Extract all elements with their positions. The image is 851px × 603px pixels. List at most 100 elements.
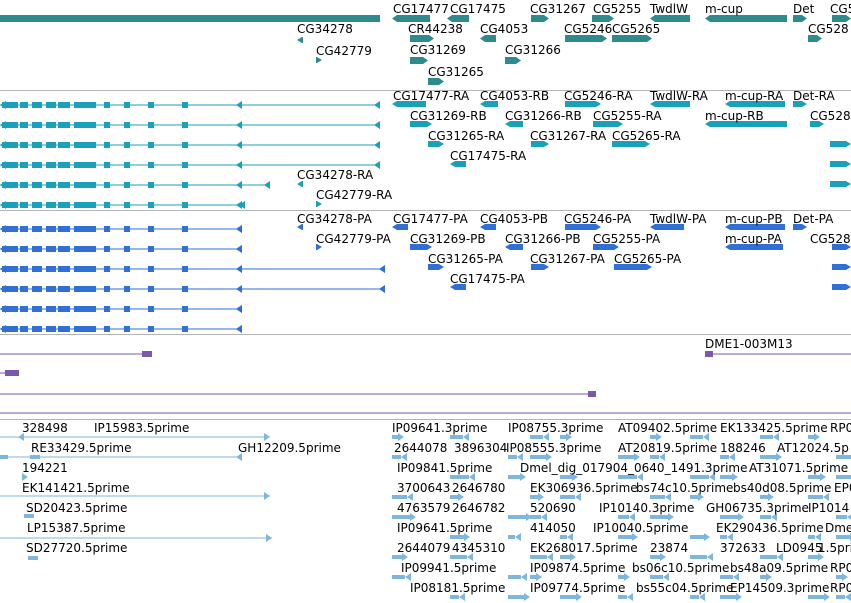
protein-label[interactable]: CG31269-PB — [410, 232, 486, 246]
est-glyph[interactable] — [560, 535, 567, 539]
protein-label[interactable]: m-cup-PB — [725, 212, 783, 226]
gene-glyph[interactable] — [793, 15, 807, 22]
transcript-glyph[interactable] — [0, 201, 6, 209]
est-glyph[interactable] — [392, 495, 407, 499]
est-glyph[interactable] — [776, 453, 782, 461]
est-label[interactable]: 520690 — [530, 501, 576, 515]
transcript-glyph[interactable] — [32, 182, 42, 188]
protein-glyph[interactable] — [182, 246, 188, 252]
est-glyph[interactable] — [464, 533, 470, 541]
gene-label[interactable]: CG31269 — [410, 43, 466, 57]
est-label[interactable]: IP09874.5prime — [530, 561, 626, 575]
transcript-glyph[interactable] — [104, 102, 110, 108]
transcript-glyph[interactable] — [374, 121, 380, 129]
transcript-glyph[interactable] — [74, 122, 96, 128]
est-glyph[interactable] — [732, 473, 738, 481]
est-glyph[interactable] — [815, 533, 821, 541]
est-glyph[interactable] — [467, 553, 473, 561]
gene-glyph[interactable] — [447, 15, 469, 22]
est-label[interactable]: 3700643 — [397, 481, 451, 495]
transcript-label[interactable]: CG31269-RB — [410, 109, 487, 123]
transcript-glyph[interactable] — [46, 202, 56, 208]
est-glyph[interactable] — [836, 515, 847, 519]
protein-glyph[interactable] — [58, 306, 70, 312]
est-label[interactable]: 2646782 — [452, 501, 506, 515]
transcript-glyph[interactable] — [410, 121, 432, 127]
protein-glyph[interactable] — [104, 246, 110, 252]
protein-glyph[interactable] — [614, 264, 652, 270]
gene-label[interactable]: Det — [793, 2, 815, 16]
transcript-glyph[interactable] — [32, 122, 42, 128]
est-label[interactable]: Dmel_dig_017904_0640_1491.3prime — [520, 461, 748, 475]
est-glyph[interactable] — [530, 575, 536, 579]
gene-glyph[interactable] — [808, 35, 822, 42]
est-glyph[interactable] — [768, 493, 774, 501]
est-glyph[interactable] — [808, 555, 818, 559]
transcript-glyph[interactable] — [124, 162, 130, 168]
est-glyph[interactable] — [521, 573, 527, 581]
est-glyph[interactable] — [517, 453, 523, 461]
protein-glyph[interactable] — [2, 266, 18, 272]
transcript-label[interactable]: m-cup-RB — [705, 109, 764, 123]
est-label[interactable]: 2646780 — [452, 481, 506, 495]
protein-glyph[interactable] — [124, 326, 130, 332]
protein-glyph[interactable] — [32, 286, 42, 292]
protein-label[interactable]: CG31265-PA — [428, 252, 503, 266]
est-glyph[interactable] — [836, 475, 851, 479]
est-glyph[interactable] — [690, 595, 699, 599]
est-glyph[interactable] — [690, 435, 703, 439]
est-glyph[interactable] — [536, 573, 542, 581]
est-glyph[interactable] — [690, 475, 709, 479]
est-label[interactable]: 3896304 — [454, 441, 508, 455]
protein-glyph[interactable] — [236, 305, 242, 313]
est-label[interactable]: 414050 — [530, 521, 576, 535]
est-glyph[interactable] — [808, 435, 814, 439]
transcript-label[interactable]: CG31267-RA — [530, 129, 607, 143]
protein-glyph[interactable] — [20, 246, 28, 252]
est-glyph[interactable] — [450, 555, 467, 559]
gene-glyph[interactable] — [592, 15, 614, 22]
transcript-glyph[interactable] — [104, 162, 110, 168]
protein-glyph[interactable] — [832, 284, 851, 290]
est-label[interactable]: IP1014 — [808, 501, 850, 515]
transcript-label[interactable]: CG34278-RA — [297, 168, 374, 182]
est-glyph[interactable] — [618, 575, 624, 579]
transcript-label[interactable]: CG4053-RB — [480, 89, 550, 103]
protein-glyph[interactable] — [104, 306, 110, 312]
gene-label[interactable]: CG31267 — [530, 2, 586, 16]
est-label[interactable]: AT12024.5p — [777, 441, 849, 455]
protein-glyph[interactable] — [124, 266, 130, 272]
transcript-glyph[interactable] — [236, 121, 242, 129]
protein-label[interactable]: CG17475-PA — [450, 272, 525, 286]
protein-glyph[interactable] — [148, 326, 154, 332]
est-label[interactable]: EP0 — [834, 481, 851, 495]
est-glyph[interactable] — [401, 453, 407, 461]
est-glyph[interactable] — [450, 535, 464, 539]
protein-label[interactable]: m-cup-PA — [725, 232, 782, 246]
est-label[interactable]: bs06c10.5prime — [632, 561, 730, 575]
protein-glyph[interactable] — [593, 244, 619, 250]
est-glyph[interactable] — [824, 593, 830, 601]
protein-glyph[interactable] — [236, 265, 242, 273]
est-label[interactable]: 372633 — [720, 541, 766, 555]
est-glyph[interactable] — [463, 433, 469, 441]
est-label[interactable]: AT31071.5prime — [749, 461, 849, 475]
est-label[interactable]: IP10140.3prime — [599, 501, 695, 515]
protein-glyph[interactable] — [124, 286, 130, 292]
est-label[interactable]: GH06735.3prime — [706, 501, 809, 515]
protein-label[interactable]: CG34278-PA — [297, 212, 372, 226]
est-glyph[interactable] — [538, 493, 544, 501]
est-glyph[interactable] — [836, 575, 842, 579]
est-glyph[interactable] — [738, 513, 744, 521]
transcript-glyph[interactable] — [148, 142, 154, 148]
transcript-glyph[interactable] — [531, 141, 549, 147]
est-glyph[interactable] — [760, 515, 771, 519]
est-glyph[interactable] — [515, 533, 521, 541]
protein-glyph[interactable] — [148, 286, 154, 292]
transcript-label[interactable]: TwdlW-RA — [650, 89, 708, 103]
protein-glyph[interactable] — [148, 246, 154, 252]
est-glyph[interactable] — [818, 553, 824, 561]
transcript-glyph[interactable] — [74, 182, 96, 188]
est-glyph[interactable] — [530, 515, 541, 519]
est-glyph[interactable] — [629, 513, 635, 521]
